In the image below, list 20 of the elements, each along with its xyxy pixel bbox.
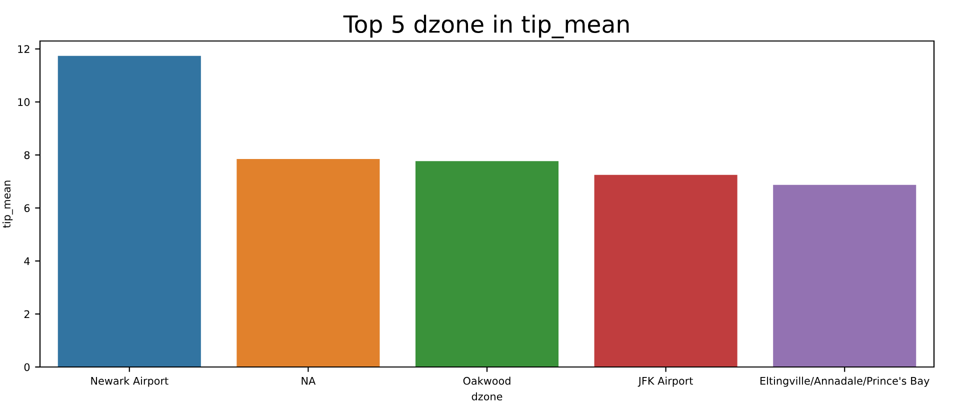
y-tick-label: 4 xyxy=(24,257,30,265)
y-tick-label: 8 xyxy=(24,151,30,160)
y-tick-label: 0 xyxy=(24,363,30,372)
bar xyxy=(594,174,738,367)
x-tick-label: NA xyxy=(302,377,316,385)
x-axis-title: dzone xyxy=(472,392,502,400)
y-axis-title: tip_mean xyxy=(2,180,13,228)
y-tick-label: 12 xyxy=(18,45,30,53)
bar xyxy=(236,158,380,367)
x-tick-label: Eltingville/Annadale/Prince's Bay xyxy=(760,376,930,387)
chart-title: Top 5 dzone in tip_mean xyxy=(343,14,629,38)
bar xyxy=(415,161,559,367)
y-tick-label: 10 xyxy=(18,98,30,106)
x-tick-label: Oakwood xyxy=(463,376,510,385)
bar xyxy=(773,184,916,367)
x-tick-label: JFK Airport xyxy=(638,376,693,387)
y-tick-label: 6 xyxy=(24,204,30,212)
bar xyxy=(58,56,201,367)
x-tick-label: Newark Airport xyxy=(91,376,168,387)
y-tick-label: 2 xyxy=(24,310,30,318)
